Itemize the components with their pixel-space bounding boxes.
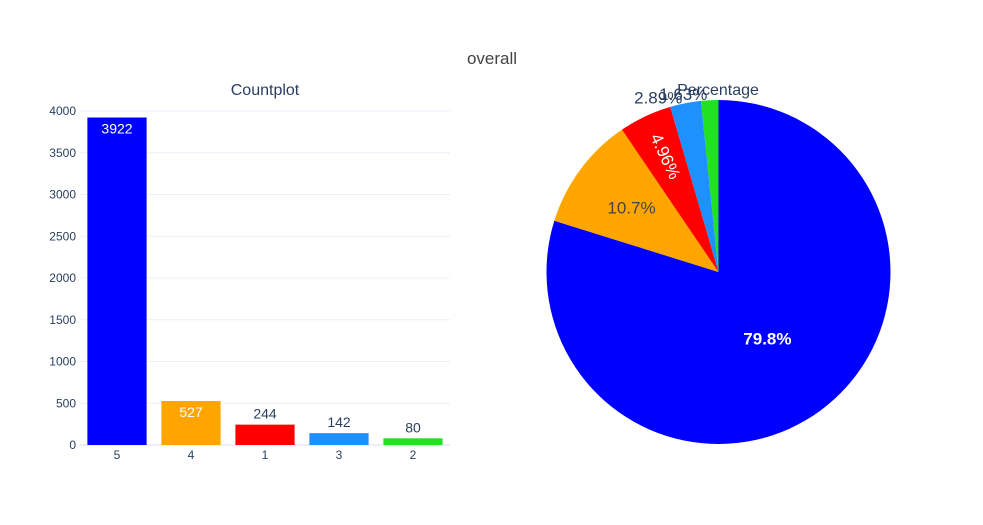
bar-value-label: 244 [253, 406, 277, 422]
pie-slice-3 [670, 100, 719, 272]
countplot-title: Countplot [231, 82, 300, 99]
bar-3 [309, 433, 369, 445]
bar-x-tick-label: 3 [336, 448, 343, 462]
pie-label-3: 2.89% [634, 88, 682, 107]
pie-label-4: 10.7% [607, 198, 655, 217]
bar-x-tick-label: 2 [410, 448, 417, 462]
bar-x-tick-label: 4 [188, 448, 195, 462]
pie-label-2: 1.63% [659, 85, 707, 104]
pie-chart: 79.8%10.7%4.96%2.89%1.63% [546, 85, 891, 444]
bar-y-tick-label: 0 [69, 438, 76, 452]
pie-label-5: 79.8% [743, 330, 791, 349]
pie-slice-2 [700, 100, 719, 272]
bar-1 [235, 424, 295, 445]
bar-y-tick-label: 1000 [49, 355, 76, 369]
figure-title: overall [467, 49, 517, 68]
bar-y-tick-label: 2000 [49, 271, 76, 285]
bar-value-label: 3922 [101, 121, 132, 137]
bar-x-axis: 5 4 1 3 2 [114, 448, 417, 462]
bar-x-tick-label: 5 [114, 448, 121, 462]
bar-y-tick-label: 4000 [49, 104, 76, 118]
bar-y-tick-label: 1500 [49, 313, 76, 327]
pie-slice-1 [621, 106, 719, 272]
bar-5 [87, 117, 147, 445]
bar-y-tick-label: 500 [56, 396, 76, 410]
bar-x-tick-label: 1 [262, 448, 269, 462]
bar-4 [161, 400, 221, 445]
bar-y-axis: 0 500 1000 1500 2000 2500 3000 3500 4000 [49, 104, 76, 452]
pie-slice-4 [554, 129, 719, 272]
bar-2 [383, 438, 443, 445]
bar-y-tick-label: 2500 [49, 229, 76, 243]
bar-value-label: 80 [405, 419, 421, 435]
bar-value-label: 142 [327, 414, 351, 430]
bar-value-label: 527 [179, 404, 203, 420]
percentage-title: Percentage [677, 82, 759, 99]
bar-y-tick-label: 3000 [49, 188, 76, 202]
bar-series: 3922 527 244 142 80 [87, 117, 443, 445]
bar-y-tick-label: 3500 [49, 146, 76, 160]
